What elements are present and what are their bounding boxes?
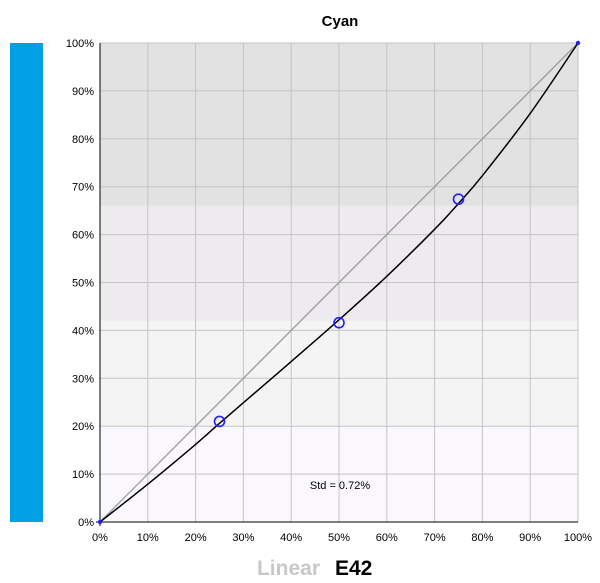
x-tick-labels: 0% 10% 20% 30% 40% 50% 60% 70% 80% 90% 100%: [92, 532, 592, 544]
x-tick-label: 40%: [280, 532, 302, 544]
y-tick-labels: 0% 10% 20% 30% 40% 50% 60% 70% 80% 90% 100%: [66, 38, 94, 529]
series-line-linear: [99, 42, 579, 523]
color-swatch-bar: [10, 43, 43, 522]
y-tick-label: 70%: [72, 182, 94, 194]
y-tick-label: 60%: [72, 230, 94, 242]
series-lines: [99, 42, 579, 523]
y-tick-label: 50%: [72, 278, 94, 290]
data-point-marker: [452, 193, 465, 205]
y-tick-label: 40%: [72, 325, 94, 337]
data-markers: [97, 40, 581, 525]
y-tick-label: 0%: [78, 517, 94, 529]
data-point-marker: [333, 316, 345, 329]
x-tick-label: 90%: [519, 532, 541, 544]
y-tick-label: 10%: [72, 469, 94, 481]
x-tick-label: 100%: [564, 532, 592, 544]
endpoint-marker: [575, 40, 581, 46]
chart-title: Cyan: [322, 13, 359, 30]
y-tick-label: 80%: [72, 134, 94, 146]
x-tick-label: 10%: [137, 532, 159, 544]
data-point-marker: [213, 415, 226, 428]
x-tick-label: 50%: [328, 532, 350, 544]
legend-e42: E42: [335, 557, 372, 580]
x-tick-label: 20%: [185, 532, 207, 544]
y-tick-label: 100%: [66, 38, 94, 50]
y-tick-label: 90%: [72, 86, 94, 98]
endpoint-marker: [97, 519, 103, 525]
std-annotation: Std = 0.72%: [310, 480, 370, 492]
x-tick-label: 30%: [232, 532, 254, 544]
y-tick-label: 20%: [72, 421, 94, 433]
x-tick-label: 70%: [424, 532, 446, 544]
series-line-e42: [99, 42, 579, 523]
x-tick-label: 80%: [471, 532, 493, 544]
x-tick-label: 60%: [376, 532, 398, 544]
x-tick-label: 0%: [92, 532, 108, 544]
legend-linear: Linear: [257, 557, 320, 580]
y-tick-label: 30%: [72, 373, 94, 385]
